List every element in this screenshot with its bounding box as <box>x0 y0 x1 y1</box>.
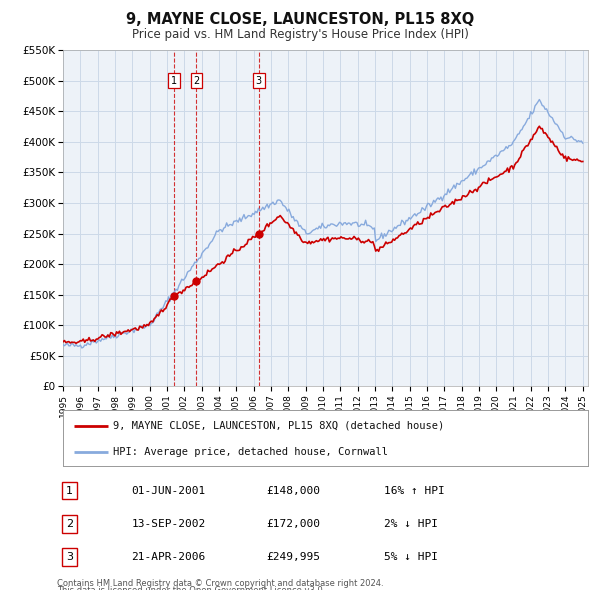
Text: 21-APR-2006: 21-APR-2006 <box>131 552 206 562</box>
Text: 13-SEP-2002: 13-SEP-2002 <box>131 519 206 529</box>
Text: 2: 2 <box>66 519 73 529</box>
Text: 5% ↓ HPI: 5% ↓ HPI <box>384 552 438 562</box>
Text: 1: 1 <box>171 76 178 86</box>
Text: HPI: Average price, detached house, Cornwall: HPI: Average price, detached house, Corn… <box>113 447 388 457</box>
Text: 3: 3 <box>256 76 262 86</box>
Text: 16% ↑ HPI: 16% ↑ HPI <box>384 486 445 496</box>
Text: 9, MAYNE CLOSE, LAUNCESTON, PL15 8XQ (detached house): 9, MAYNE CLOSE, LAUNCESTON, PL15 8XQ (de… <box>113 421 444 431</box>
Text: £249,995: £249,995 <box>266 552 320 562</box>
Text: Price paid vs. HM Land Registry's House Price Index (HPI): Price paid vs. HM Land Registry's House … <box>131 28 469 41</box>
Text: Contains HM Land Registry data © Crown copyright and database right 2024.: Contains HM Land Registry data © Crown c… <box>57 579 383 588</box>
Text: £172,000: £172,000 <box>266 519 320 529</box>
Text: 3: 3 <box>66 552 73 562</box>
Text: 2: 2 <box>193 76 200 86</box>
Point <box>191 277 201 286</box>
Text: 2% ↓ HPI: 2% ↓ HPI <box>384 519 438 529</box>
Point <box>254 229 263 238</box>
Text: 1: 1 <box>66 486 73 496</box>
Point <box>169 291 179 301</box>
Text: This data is licensed under the Open Government Licence v3.0.: This data is licensed under the Open Gov… <box>57 586 325 590</box>
Text: £148,000: £148,000 <box>266 486 320 496</box>
Text: 9, MAYNE CLOSE, LAUNCESTON, PL15 8XQ: 9, MAYNE CLOSE, LAUNCESTON, PL15 8XQ <box>126 12 474 27</box>
Text: 01-JUN-2001: 01-JUN-2001 <box>131 486 206 496</box>
